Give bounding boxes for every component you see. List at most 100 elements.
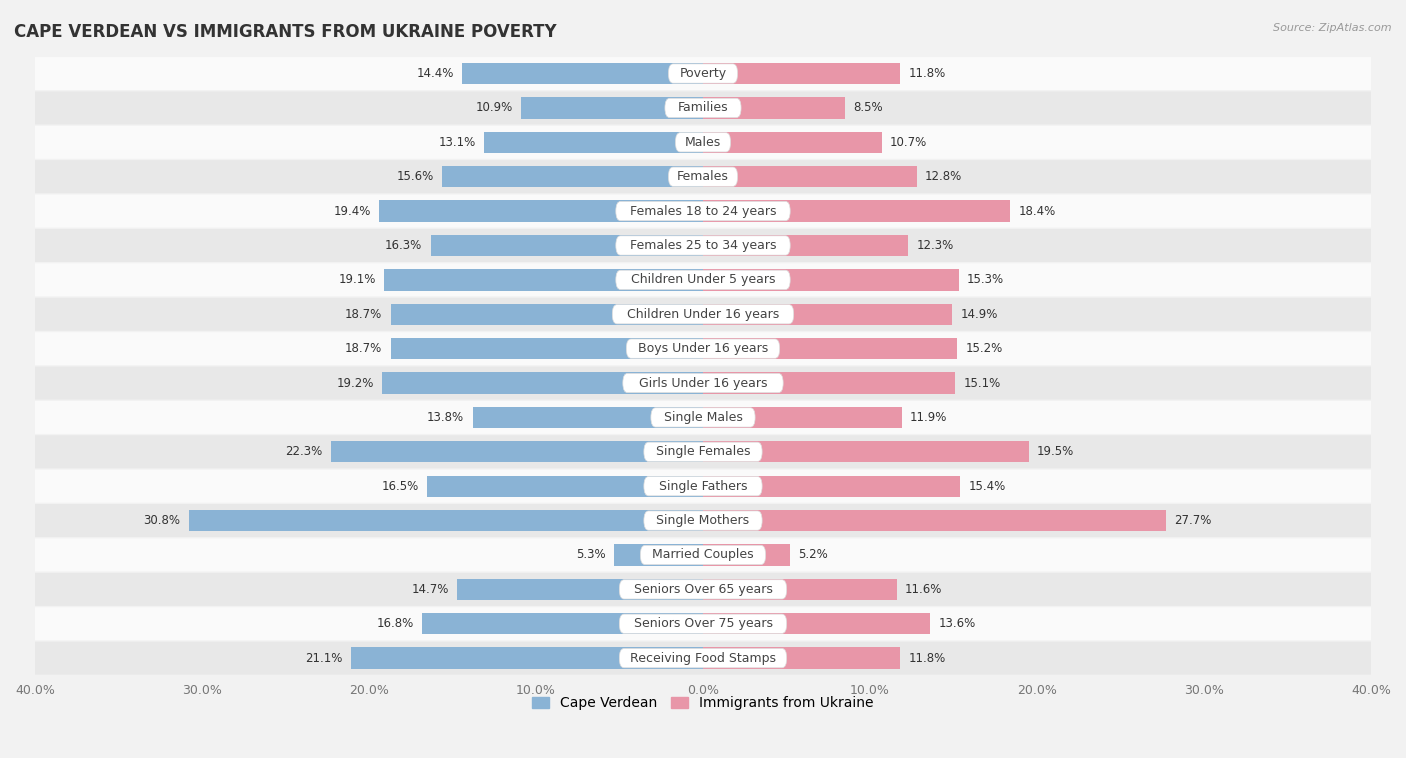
Bar [703, 200, 1011, 222]
FancyBboxPatch shape [644, 477, 762, 496]
Text: Males: Males [685, 136, 721, 149]
Bar [382, 372, 703, 393]
FancyBboxPatch shape [35, 538, 1371, 572]
Bar [522, 97, 703, 118]
Text: 15.4%: 15.4% [969, 480, 1005, 493]
Text: 15.1%: 15.1% [963, 377, 1001, 390]
Text: 13.1%: 13.1% [439, 136, 475, 149]
FancyBboxPatch shape [668, 167, 738, 186]
Legend: Cape Verdean, Immigrants from Ukraine: Cape Verdean, Immigrants from Ukraine [527, 691, 879, 716]
Text: 18.7%: 18.7% [344, 308, 382, 321]
Text: 18.4%: 18.4% [1019, 205, 1056, 218]
Bar [703, 97, 845, 118]
Text: 10.7%: 10.7% [890, 136, 928, 149]
FancyBboxPatch shape [35, 367, 1371, 399]
Bar [703, 372, 955, 393]
FancyBboxPatch shape [35, 504, 1371, 537]
FancyBboxPatch shape [35, 573, 1371, 606]
Bar [430, 235, 703, 256]
Bar [703, 475, 960, 496]
FancyBboxPatch shape [35, 435, 1371, 468]
Text: 11.8%: 11.8% [908, 67, 946, 80]
Bar [703, 132, 882, 153]
Bar [703, 613, 931, 634]
Text: 14.7%: 14.7% [412, 583, 449, 596]
Text: 16.5%: 16.5% [382, 480, 419, 493]
Bar [384, 269, 703, 290]
FancyBboxPatch shape [619, 580, 787, 599]
Text: Single Fathers: Single Fathers [659, 480, 747, 493]
Text: 11.6%: 11.6% [905, 583, 942, 596]
FancyBboxPatch shape [35, 470, 1371, 503]
Text: Females: Females [678, 171, 728, 183]
Bar [703, 441, 1029, 462]
Bar [614, 544, 703, 565]
Text: Single Mothers: Single Mothers [657, 514, 749, 527]
FancyBboxPatch shape [619, 649, 787, 668]
Text: 15.2%: 15.2% [965, 342, 1002, 356]
Text: 27.7%: 27.7% [1174, 514, 1212, 527]
Bar [703, 510, 1166, 531]
Text: Single Females: Single Females [655, 445, 751, 459]
FancyBboxPatch shape [35, 298, 1371, 330]
Bar [380, 200, 703, 222]
FancyBboxPatch shape [675, 133, 731, 152]
FancyBboxPatch shape [35, 126, 1371, 159]
Text: 15.3%: 15.3% [967, 274, 1004, 287]
FancyBboxPatch shape [665, 99, 741, 117]
Bar [457, 578, 703, 600]
Text: 12.8%: 12.8% [925, 171, 962, 183]
Text: Children Under 5 years: Children Under 5 years [631, 274, 775, 287]
Text: 8.5%: 8.5% [853, 102, 883, 114]
FancyBboxPatch shape [668, 64, 738, 83]
Bar [703, 338, 957, 359]
Text: Females 18 to 24 years: Females 18 to 24 years [630, 205, 776, 218]
Text: 5.2%: 5.2% [799, 549, 828, 562]
Text: Seniors Over 65 years: Seniors Over 65 years [634, 583, 772, 596]
Bar [330, 441, 703, 462]
FancyBboxPatch shape [612, 305, 794, 324]
FancyBboxPatch shape [35, 607, 1371, 641]
Text: Receiving Food Stamps: Receiving Food Stamps [630, 652, 776, 665]
FancyBboxPatch shape [619, 614, 787, 634]
FancyBboxPatch shape [35, 229, 1371, 262]
Text: 19.4%: 19.4% [333, 205, 371, 218]
Bar [463, 63, 703, 84]
FancyBboxPatch shape [651, 408, 755, 427]
Bar [391, 338, 703, 359]
FancyBboxPatch shape [616, 236, 790, 255]
Text: 10.9%: 10.9% [475, 102, 513, 114]
Bar [703, 647, 900, 669]
Bar [443, 166, 703, 187]
Bar [484, 132, 703, 153]
Text: Children Under 16 years: Children Under 16 years [627, 308, 779, 321]
Text: Girls Under 16 years: Girls Under 16 years [638, 377, 768, 390]
FancyBboxPatch shape [644, 511, 762, 530]
Bar [703, 544, 790, 565]
Bar [703, 578, 897, 600]
Bar [703, 269, 959, 290]
FancyBboxPatch shape [35, 263, 1371, 296]
Text: Females 25 to 34 years: Females 25 to 34 years [630, 239, 776, 252]
Text: 11.8%: 11.8% [908, 652, 946, 665]
FancyBboxPatch shape [616, 202, 790, 221]
Bar [391, 304, 703, 325]
FancyBboxPatch shape [616, 271, 790, 290]
Bar [188, 510, 703, 531]
Bar [427, 475, 703, 496]
Text: Source: ZipAtlas.com: Source: ZipAtlas.com [1274, 23, 1392, 33]
Bar [703, 235, 908, 256]
Text: Boys Under 16 years: Boys Under 16 years [638, 342, 768, 356]
Text: 18.7%: 18.7% [344, 342, 382, 356]
Text: 14.9%: 14.9% [960, 308, 998, 321]
Text: 21.1%: 21.1% [305, 652, 342, 665]
Text: 19.1%: 19.1% [339, 274, 375, 287]
Text: 16.3%: 16.3% [385, 239, 422, 252]
Text: 15.6%: 15.6% [396, 171, 434, 183]
Text: Seniors Over 75 years: Seniors Over 75 years [634, 617, 772, 630]
FancyBboxPatch shape [35, 160, 1371, 193]
Text: Families: Families [678, 102, 728, 114]
Text: 22.3%: 22.3% [285, 445, 322, 459]
Text: 19.5%: 19.5% [1038, 445, 1074, 459]
FancyBboxPatch shape [623, 374, 783, 393]
